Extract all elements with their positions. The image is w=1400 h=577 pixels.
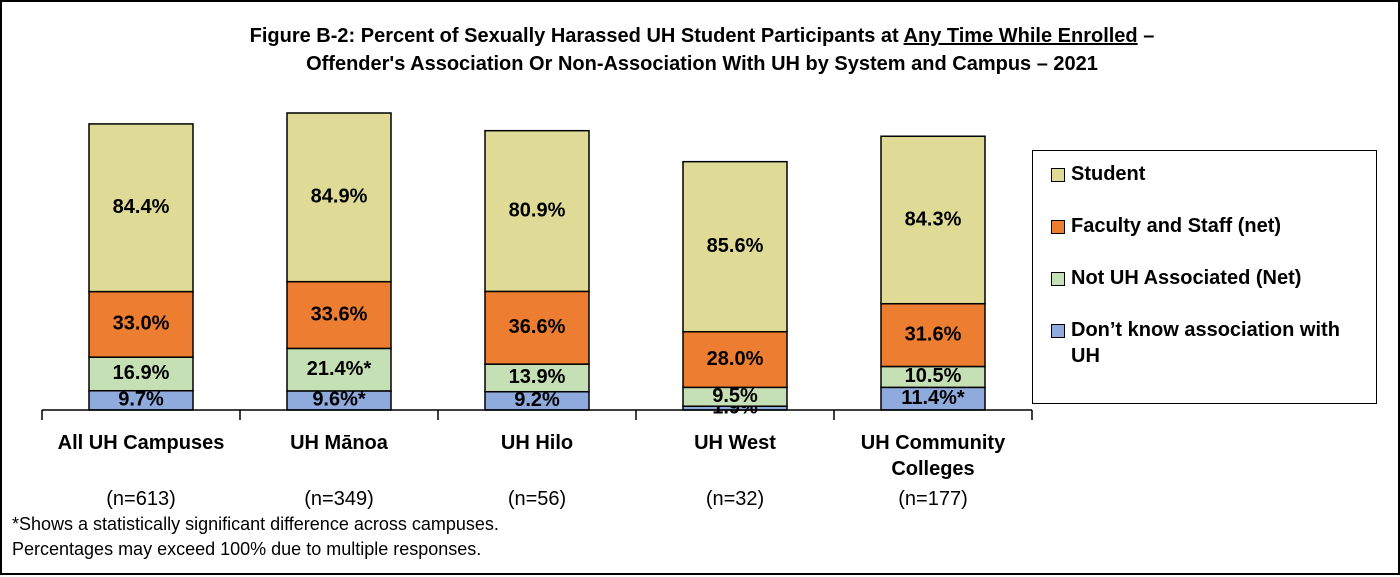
sample-size: (n=613) (106, 488, 176, 510)
data-label: 31.6% (905, 323, 962, 345)
legend-swatch (1051, 324, 1065, 338)
title-part: Offender's Association Or Non-Associatio… (306, 53, 1098, 75)
data-label: 33.6% (311, 303, 368, 325)
legend-label: Not UH Associated (Net) (1071, 267, 1302, 289)
bar-segment (286, 112, 392, 283)
bar-segment (682, 160, 788, 333)
data-label: 84.9% (311, 186, 368, 208)
title-part: Any Time While Enrolled (903, 25, 1138, 47)
bar-segment (880, 302, 986, 368)
data-label: 80.9% (509, 199, 566, 221)
bar-segment (682, 330, 788, 389)
x-tick-label: UH Mānoa (290, 432, 388, 454)
bar-segment (484, 290, 590, 365)
sample-size: (n=349) (304, 488, 374, 510)
data-label: 9.7% (118, 389, 164, 411)
data-label: 36.6% (509, 316, 566, 338)
data-label: 84.3% (905, 208, 962, 230)
data-label: 9.5% (712, 385, 758, 407)
legend-item: Don’t know association with UH (1051, 317, 1371, 369)
data-label: 28.0% (707, 348, 764, 370)
x-tick-label: UH Hilo (500, 432, 574, 454)
sample-size: (n=56) (507, 488, 567, 510)
x-tick-label: All UH Campuses (57, 432, 225, 454)
title-part: – (1143, 25, 1155, 47)
data-label: 9.6%* (312, 389, 366, 411)
data-label: 11.4%* (901, 387, 965, 409)
data-label: 85.6% (707, 235, 764, 257)
bar-segment (880, 135, 986, 305)
bar-segment (484, 363, 590, 393)
data-label: 16.9% (113, 362, 170, 384)
x-tick-label: UH Community Colleges (860, 432, 1006, 480)
bar-segment (484, 129, 590, 293)
data-label: 9.2% (514, 389, 560, 411)
data-label: 33.0% (113, 313, 170, 335)
footnote: Percentages may exceed 100% due to multi… (12, 539, 482, 559)
footnote: *Shows a statistically significant diffe… (12, 514, 499, 534)
legend: Student Faculty and Staff (net) Not UH Ass… (1032, 150, 1377, 404)
legend-label: Faculty and Staff (net) (1071, 215, 1282, 237)
sample-size: (n=177) (898, 488, 968, 510)
legend-item: Student (1051, 161, 1371, 187)
data-label: 10.5% (905, 365, 962, 387)
title-part: Figure B-2: Percent of Sexually Harassed… (249, 25, 899, 47)
legend-label: Student (1071, 163, 1146, 185)
legend-swatch (1051, 220, 1065, 234)
data-label: 84.4% (113, 196, 170, 218)
legend-swatch (1051, 272, 1065, 286)
data-label: 21.4%* (307, 358, 372, 380)
legend-swatch (1051, 168, 1065, 182)
sample-size: (n=32) (705, 488, 765, 510)
legend-item: Faculty and Staff (net) (1051, 213, 1371, 239)
bar-segment (88, 123, 194, 293)
bar-segment (286, 280, 392, 350)
bar-segment (88, 290, 194, 358)
data-label: 13.9% (509, 366, 566, 388)
chart-title: Figure B-2: Percent of Sexually Harassed… (2, 22, 1400, 78)
legend-item: Not UH Associated (Net) (1051, 265, 1371, 291)
x-tick-label: UH West (694, 432, 776, 454)
legend-label: Don’t know association with UH (1071, 319, 1340, 367)
